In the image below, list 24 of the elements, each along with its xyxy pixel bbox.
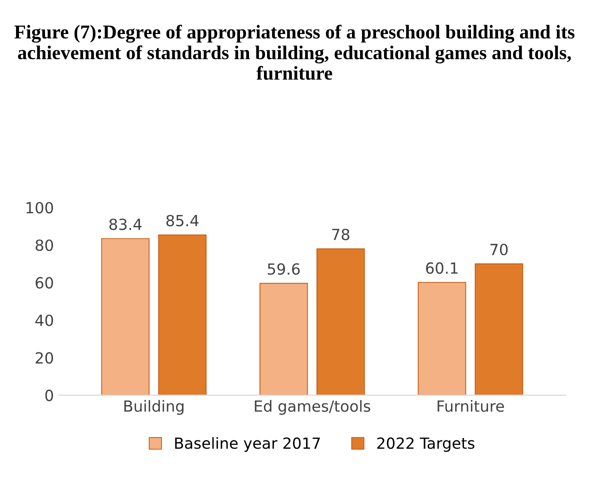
chart-title: Figure (7):Degree of appropriateness of a preschool building and its achievement of standards in building, educational games and tools, furniture <box>14 24 574 80</box>
x-tick-label: Furniture <box>438 400 504 412</box>
bar <box>418 282 466 396</box>
y-tick-label: 100 <box>26 202 54 214</box>
bar <box>316 248 365 396</box>
legend-label: 2022 Targets <box>377 437 474 452</box>
bar <box>101 238 150 396</box>
legend-label: Baseline year 2017 <box>175 437 320 452</box>
data-label: 59.6 <box>268 263 300 275</box>
bar <box>260 282 308 396</box>
data-label: 85.4 <box>166 214 199 226</box>
data-label: 60.1 <box>426 262 458 274</box>
y-tick-label: 60 <box>36 277 54 289</box>
y-tick-label: 80 <box>36 239 54 252</box>
data-label: 70 <box>490 244 508 256</box>
bar <box>474 263 524 396</box>
y-tick-label: 40 <box>35 314 54 326</box>
data-label: 78 <box>332 228 350 240</box>
y-tick-label: 0 <box>45 390 54 402</box>
data-label: 83.4 <box>109 218 142 230</box>
x-tick-label: Ed games/tools <box>254 400 370 415</box>
bar <box>158 234 207 396</box>
y-tick-label: 20 <box>36 352 54 364</box>
x-tick-label: Building <box>124 400 184 415</box>
